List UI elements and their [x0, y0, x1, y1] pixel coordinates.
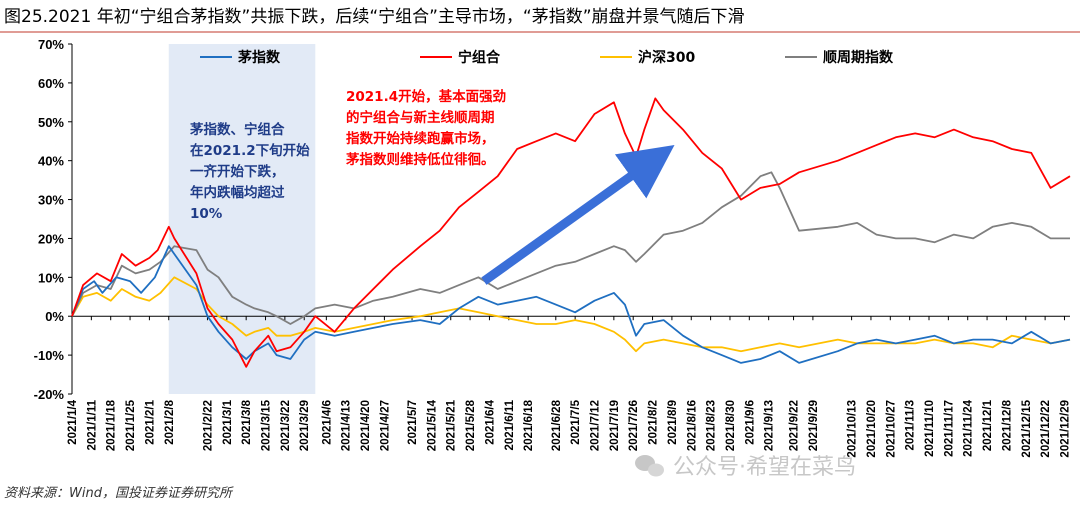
x-tick-label: 2021/2/8 — [164, 399, 176, 444]
x-tick-label: 2021/9/13 — [764, 400, 776, 451]
y-tick-label: 50% — [38, 115, 64, 130]
trend-arrow — [481, 144, 675, 285]
x-tick-label: 2021/12/15 — [1021, 399, 1033, 457]
x-tick-label: 2021/9/6 — [744, 400, 756, 445]
x-tick-label: 2021/2/1 — [144, 399, 156, 444]
chart-series-lines — [71, 97, 1071, 368]
x-tick-label: 2021/4/20 — [360, 400, 372, 451]
legend-label-hs300: 沪深300 — [638, 49, 695, 66]
x-tick-label: 2021/1/4 — [67, 399, 79, 444]
series-line-0 — [71, 245, 1071, 364]
x-tick-label: 2021/6/4 — [484, 399, 496, 444]
x-tick-label: 2021/5/21 — [446, 399, 458, 451]
wechat-icon — [635, 455, 664, 477]
y-tick-label: 10% — [38, 270, 64, 285]
x-tick-label: 2021/9/22 — [789, 400, 801, 451]
annotation-right-line: 茅指数则维持低位徘徊。 — [346, 151, 495, 168]
x-tick-label: 2021/9/29 — [808, 400, 820, 451]
x-tick-label: 2021/12/29 — [1059, 400, 1071, 458]
y-tick-label: 40% — [38, 154, 64, 169]
chart-axes: -20% -10% 0% 10% 20% 30% 40% 50% 60% 70% 2021/1/4 2… — [34, 37, 1072, 458]
x-tick-label: 2021/1/11 — [86, 399, 98, 450]
x-tick-label: 2021/4/6 — [321, 400, 333, 445]
annotation-left-line: 在2021.2下旬开始 — [190, 142, 310, 159]
source-note: 资料来源：Wind，国投证券证券研究所 — [4, 485, 234, 501]
x-tick-label: 2021/5/7 — [407, 400, 419, 445]
x-tick-label: 2021/11/3 — [905, 400, 917, 451]
y-tick-label: 20% — [38, 231, 64, 246]
x-tick-label: 2021/5/28 — [465, 399, 477, 451]
x-tick-label: 2021/3/22 — [280, 400, 292, 451]
watermark: 公众号·希望在菜鸟 — [635, 455, 856, 480]
x-tick-label: 2021/6/18 — [523, 399, 535, 451]
legend-label-ning: 宁组合 — [458, 49, 501, 66]
x-tick-label: 2021/6/11 — [504, 399, 516, 450]
annotation-left-line: 一齐开始下跌， — [190, 163, 285, 180]
x-tick-label: 2021/4/27 — [379, 400, 391, 451]
x-tick-label: 2021/3/29 — [299, 400, 311, 451]
x-tick-label: 2021/8/16 — [686, 400, 698, 451]
annotation-right-line: 的宁组合与新主线顺周期 — [346, 109, 495, 126]
annotation-right-line: 指数开始持续跑赢市场， — [346, 130, 495, 147]
x-tick-label: 2021/6/28 — [551, 399, 563, 451]
annotation-left-line: 年内跌幅均超过 — [190, 184, 285, 201]
y-tick-label: -20% — [34, 387, 65, 402]
figure-title: 图25.2021 年初“宁组合茅指数”共振下跌，后续“宁组合”主导市场，“茅指数… — [4, 7, 745, 27]
legend-label-mao: 茅指数 — [238, 49, 281, 66]
x-tick-label: 2021/5/14 — [426, 399, 438, 451]
x-tick-label: 2021/12/8 — [1001, 399, 1013, 451]
x-tick-label: 2021/10/13 — [847, 400, 859, 458]
x-tick-label: 2021/7/19 — [609, 400, 621, 451]
x-tick-label: 2021/7/26 — [628, 400, 640, 451]
annotation-right-line: 2021.4开始，基本面强劲 — [346, 88, 506, 105]
x-tick-label: 2021/11/10 — [924, 400, 936, 457]
watermark-text: 公众号·希望在菜鸟 — [673, 455, 856, 480]
x-tick-label: 2021/10/20 — [866, 400, 878, 458]
x-tick-label: 2021/2/22 — [202, 400, 214, 451]
x-tick-label: 2021/7/12 — [589, 400, 601, 451]
annotation-left-line: 茅指数、宁组合 — [190, 121, 285, 138]
x-tick-label: 2021/7/5 — [570, 399, 582, 444]
x-tick-label: 2021/8/9 — [667, 400, 679, 445]
legend-label-cyclical: 顺周期指数 — [823, 49, 894, 66]
x-tick-label: 2021/3/15 — [261, 399, 273, 451]
x-tick-label: 2021/8/30 — [725, 400, 737, 451]
y-tick-label: -10% — [34, 348, 65, 363]
x-tick-label: 2021/8/2 — [648, 400, 660, 445]
series-line-3 — [71, 171, 1070, 325]
y-tick-label: 30% — [38, 193, 64, 208]
x-tick-label: 2021/1/18 — [106, 399, 118, 451]
x-tick-label: 2021/3/8 — [241, 399, 253, 444]
x-tick-label: 2021/1/25 — [125, 399, 137, 451]
y-tick-label: 60% — [38, 76, 64, 91]
x-tick-label: 2021/8/23 — [706, 400, 718, 451]
x-tick-label: 2021/12/1 — [982, 399, 994, 451]
x-tick-label: 2021/10/27 — [885, 400, 897, 458]
legend: 茅指数 宁组合 沪深300 顺周期指数 — [200, 49, 894, 66]
x-tick-label: 2021/3/1 — [222, 399, 234, 444]
x-tick-label: 2021/4/13 — [341, 400, 353, 451]
x-tick-label: 2021/11/24 — [963, 399, 975, 457]
y-tick-label: 0% — [45, 309, 64, 324]
annotation-left-line: 10% — [190, 206, 223, 222]
x-tick-label: 2021/12/22 — [1040, 400, 1052, 458]
series-line-1 — [71, 97, 1071, 368]
x-tick-label: 2021/11/17 — [943, 400, 955, 457]
y-tick-label: 70% — [38, 37, 64, 52]
